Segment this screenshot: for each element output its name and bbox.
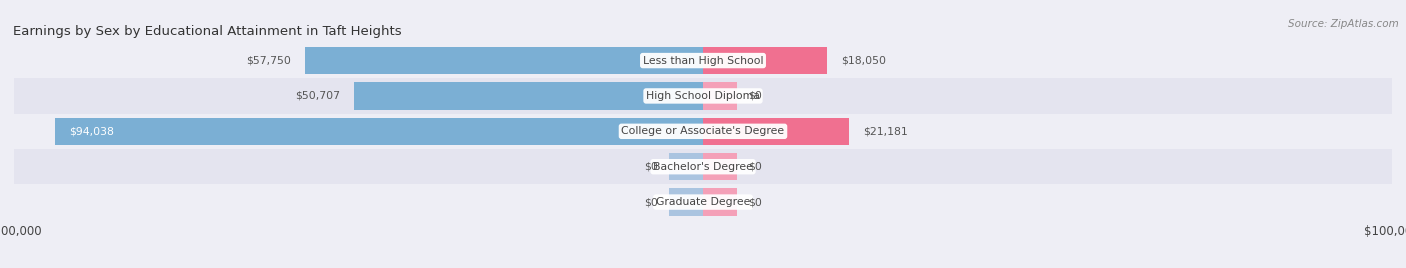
Text: $94,038: $94,038 [69, 126, 114, 136]
Text: College or Associate's Degree: College or Associate's Degree [621, 126, 785, 136]
Bar [305, 47, 703, 74]
Text: $0: $0 [644, 197, 658, 207]
Bar [354, 82, 703, 110]
Text: $0: $0 [644, 162, 658, 172]
Text: Source: ZipAtlas.com: Source: ZipAtlas.com [1288, 19, 1399, 29]
Bar [669, 188, 703, 216]
Text: Earnings by Sex by Educational Attainment in Taft Heights: Earnings by Sex by Educational Attainmen… [13, 25, 401, 38]
Text: High School Diploma: High School Diploma [647, 91, 759, 101]
Bar [669, 153, 703, 180]
Bar [14, 43, 1392, 78]
Bar [703, 47, 827, 74]
Text: Bachelor's Degree: Bachelor's Degree [652, 162, 754, 172]
Text: $50,707: $50,707 [295, 91, 340, 101]
Bar [14, 149, 1392, 184]
Text: $0: $0 [748, 162, 762, 172]
Text: Less than High School: Less than High School [643, 55, 763, 66]
Text: $18,050: $18,050 [841, 55, 886, 66]
Bar [703, 118, 849, 145]
Bar [703, 188, 738, 216]
Text: $0: $0 [748, 91, 762, 101]
Bar [703, 153, 738, 180]
Bar [14, 78, 1392, 114]
Text: Graduate Degree: Graduate Degree [655, 197, 751, 207]
Bar [14, 184, 1392, 220]
Bar [14, 114, 1392, 149]
Bar [55, 118, 703, 145]
Text: $21,181: $21,181 [863, 126, 907, 136]
Text: $0: $0 [748, 197, 762, 207]
Text: $57,750: $57,750 [246, 55, 291, 66]
Bar [703, 82, 738, 110]
